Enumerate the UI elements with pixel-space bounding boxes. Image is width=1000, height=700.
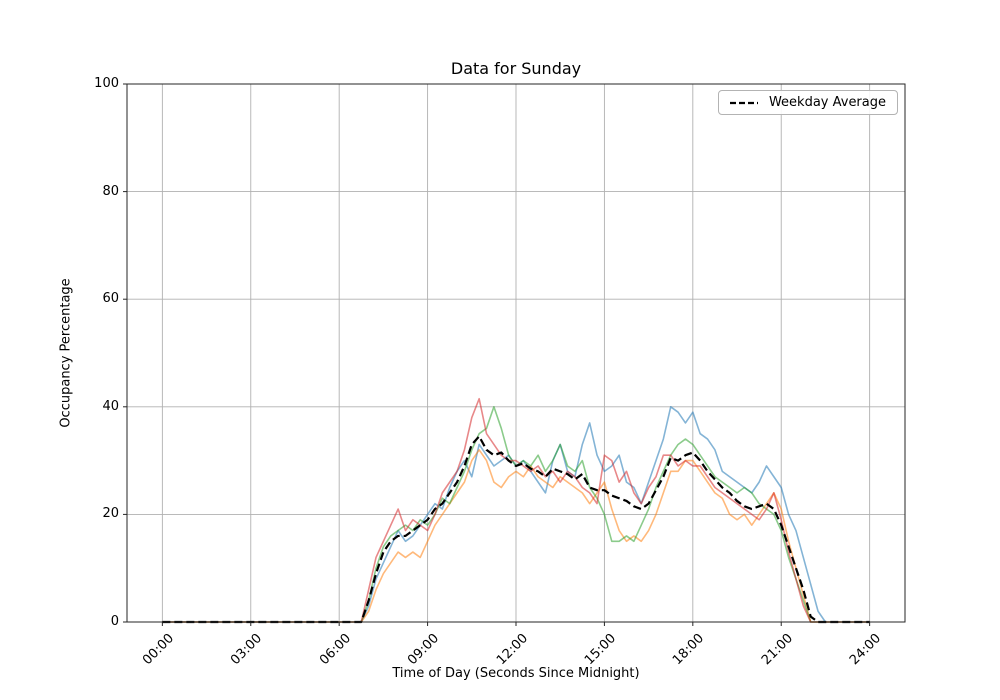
average-line [162, 435, 870, 624]
y-tick-label: 100 [94, 76, 119, 91]
y-axis-label: Occupancy Percentage [58, 278, 74, 428]
legend: Weekday Average [717, 90, 898, 115]
y-tick-label: 0 [110, 614, 119, 629]
y-tick-label: 40 [102, 398, 119, 414]
y-tick-label: 60 [102, 291, 119, 307]
chart-title: Data for Sunday [450, 59, 582, 78]
legend-label: Weekday Average [768, 95, 886, 110]
y-tick-label: 20 [102, 506, 119, 522]
legend-dashed-line-icon [729, 101, 758, 104]
y-tick-label: 80 [102, 183, 119, 199]
x-axis-label: Time of Day (Seconds Since Midnight) [392, 666, 640, 681]
